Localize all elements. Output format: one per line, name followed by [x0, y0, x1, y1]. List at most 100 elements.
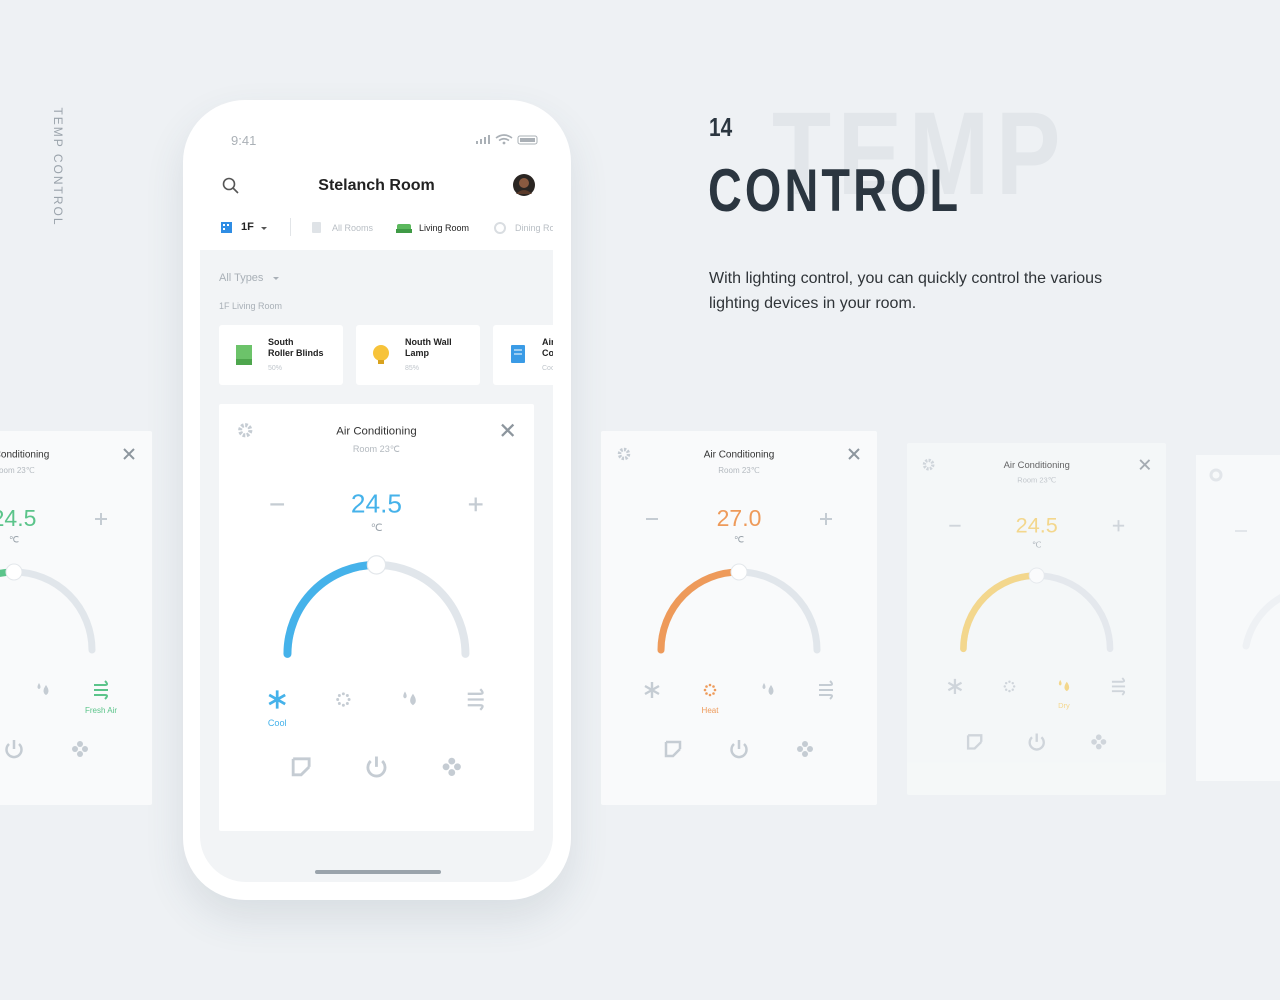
fan-blade	[72, 746, 78, 752]
dial-knob[interactable]	[366, 555, 387, 575]
tab-icons	[312, 222, 506, 234]
device-name: South Roller Blinds	[268, 337, 324, 359]
mode-heat-dot	[337, 702, 341, 705]
temperature-unit: ℃	[734, 534, 744, 544]
search-icon[interactable]	[222, 177, 240, 195]
mode-dry[interactable]	[37, 683, 49, 695]
settings-icon	[238, 423, 253, 438]
mode-heat-dot	[1011, 681, 1014, 685]
ac-card-canvas: Air Conditioning Room 23℃ 24.5 ℃ Cool	[238, 423, 515, 778]
plus-button[interactable]	[95, 513, 107, 525]
avatar[interactable]	[512, 173, 536, 197]
close-icon	[501, 423, 515, 437]
fan-blade	[448, 757, 456, 765]
device-name-line: Conditioning	[542, 348, 553, 358]
mode-heat-dot	[345, 694, 349, 697]
device-icon	[511, 345, 525, 363]
mode-heat-dot	[336, 698, 340, 701]
dial-knob[interactable]	[5, 563, 23, 581]
card-subtitle: Room 23℃	[0, 466, 35, 475]
divider	[290, 218, 291, 236]
fan-blade	[77, 741, 83, 747]
dial-knob[interactable]	[1028, 567, 1045, 584]
fan-icon[interactable]	[797, 741, 813, 757]
ac-card-canvas: Air Conditioning Room 23℃ 24.5 ℃ Dry	[922, 458, 1151, 751]
mode-cool[interactable]	[947, 678, 963, 694]
fan-icon[interactable]	[442, 757, 461, 776]
mode-fresh-air[interactable]	[819, 680, 833, 700]
mode-heat-dot	[1008, 680, 1011, 683]
device-tile[interactable]: South Roller Blinds 50%	[219, 325, 343, 385]
mode-heat-dot	[712, 685, 715, 688]
card-title: Air Conditioning	[704, 450, 775, 461]
plus-button[interactable]	[820, 513, 832, 525]
mode-fresh-air[interactable]	[1111, 677, 1126, 696]
mode-dry[interactable]	[762, 683, 774, 695]
card-subtitle: Room 23℃	[1017, 476, 1056, 485]
device-name-line: South	[268, 337, 294, 347]
fan-blade	[82, 746, 88, 752]
floor-icon[interactable]	[220, 221, 280, 235]
fan-icon[interactable]	[1091, 734, 1107, 750]
home-indicator	[315, 870, 441, 874]
mode-cool[interactable]	[268, 690, 286, 709]
timer-icon[interactable]	[966, 734, 983, 750]
power-icon[interactable]	[366, 756, 387, 778]
power-icon[interactable]	[730, 740, 748, 759]
ac-card: Air Conditioning Room 23℃ 24.5 ℃ Cool	[219, 404, 534, 831]
fan-blade	[77, 751, 83, 757]
mode-heat-dot	[1004, 681, 1008, 685]
fan-blade	[1095, 743, 1102, 750]
timer-icon[interactable]	[291, 757, 311, 777]
fan-blade	[442, 763, 450, 771]
mode-heat-dot	[703, 688, 707, 692]
device-icon	[378, 360, 384, 364]
power-icon[interactable]	[5, 740, 23, 759]
mode-heat-dot	[341, 703, 345, 707]
mode-fresh-air[interactable]	[94, 680, 108, 700]
device-icon	[236, 359, 252, 365]
card-preview-icons	[1209, 468, 1280, 650]
fan-icon[interactable]	[72, 741, 88, 757]
dial-knob[interactable]	[730, 563, 748, 581]
timer-icon[interactable]	[664, 740, 682, 758]
device-tile[interactable]: Nouth Wall Lamp 85%	[356, 325, 480, 385]
type-filter[interactable]: All Types	[219, 272, 264, 284]
tab[interactable]: Dining Room	[515, 223, 553, 233]
close-icon	[848, 448, 860, 460]
device-status: 85%	[405, 365, 420, 372]
mode-heat-dot	[708, 693, 712, 697]
dial-track	[657, 568, 821, 654]
mode-heat-dot	[705, 692, 708, 695]
mode-dry[interactable]	[1058, 679, 1070, 692]
section-title: CONTROL	[708, 157, 962, 224]
description: With lighting control, you can quickly c…	[709, 270, 1103, 312]
mode-heat-dot	[341, 692, 345, 696]
mode-heat[interactable]	[1003, 680, 1016, 693]
mode-fresh-air[interactable]	[467, 688, 484, 711]
plus-button[interactable]	[468, 497, 483, 512]
fan-blade	[802, 741, 808, 747]
floor-selector[interactable]: 1F	[241, 221, 254, 233]
fan-blade	[1091, 739, 1097, 745]
mode-dry[interactable]	[403, 691, 416, 706]
power-icon[interactable]	[1028, 733, 1045, 751]
mode-heat[interactable]	[703, 683, 717, 697]
tab-active[interactable]: Living Room	[419, 223, 470, 233]
plus-button[interactable]	[1112, 520, 1125, 532]
tab[interactable]: All Rooms	[332, 223, 374, 233]
device-name-line: Lamp	[405, 348, 430, 358]
dial-fill	[0, 568, 18, 577]
fan-blade	[797, 746, 803, 752]
mode-cool[interactable]	[644, 682, 660, 698]
mode-heat[interactable]	[336, 692, 351, 707]
mode-label: Dry	[1058, 701, 1070, 710]
mode-label: Fresh Air	[85, 706, 117, 715]
fan-blade	[454, 763, 461, 771]
mode-label: Cool	[268, 718, 287, 728]
device-icon	[373, 345, 389, 364]
mode-heat-dot	[1012, 685, 1016, 688]
card-title: Air Conditioning	[336, 425, 416, 437]
